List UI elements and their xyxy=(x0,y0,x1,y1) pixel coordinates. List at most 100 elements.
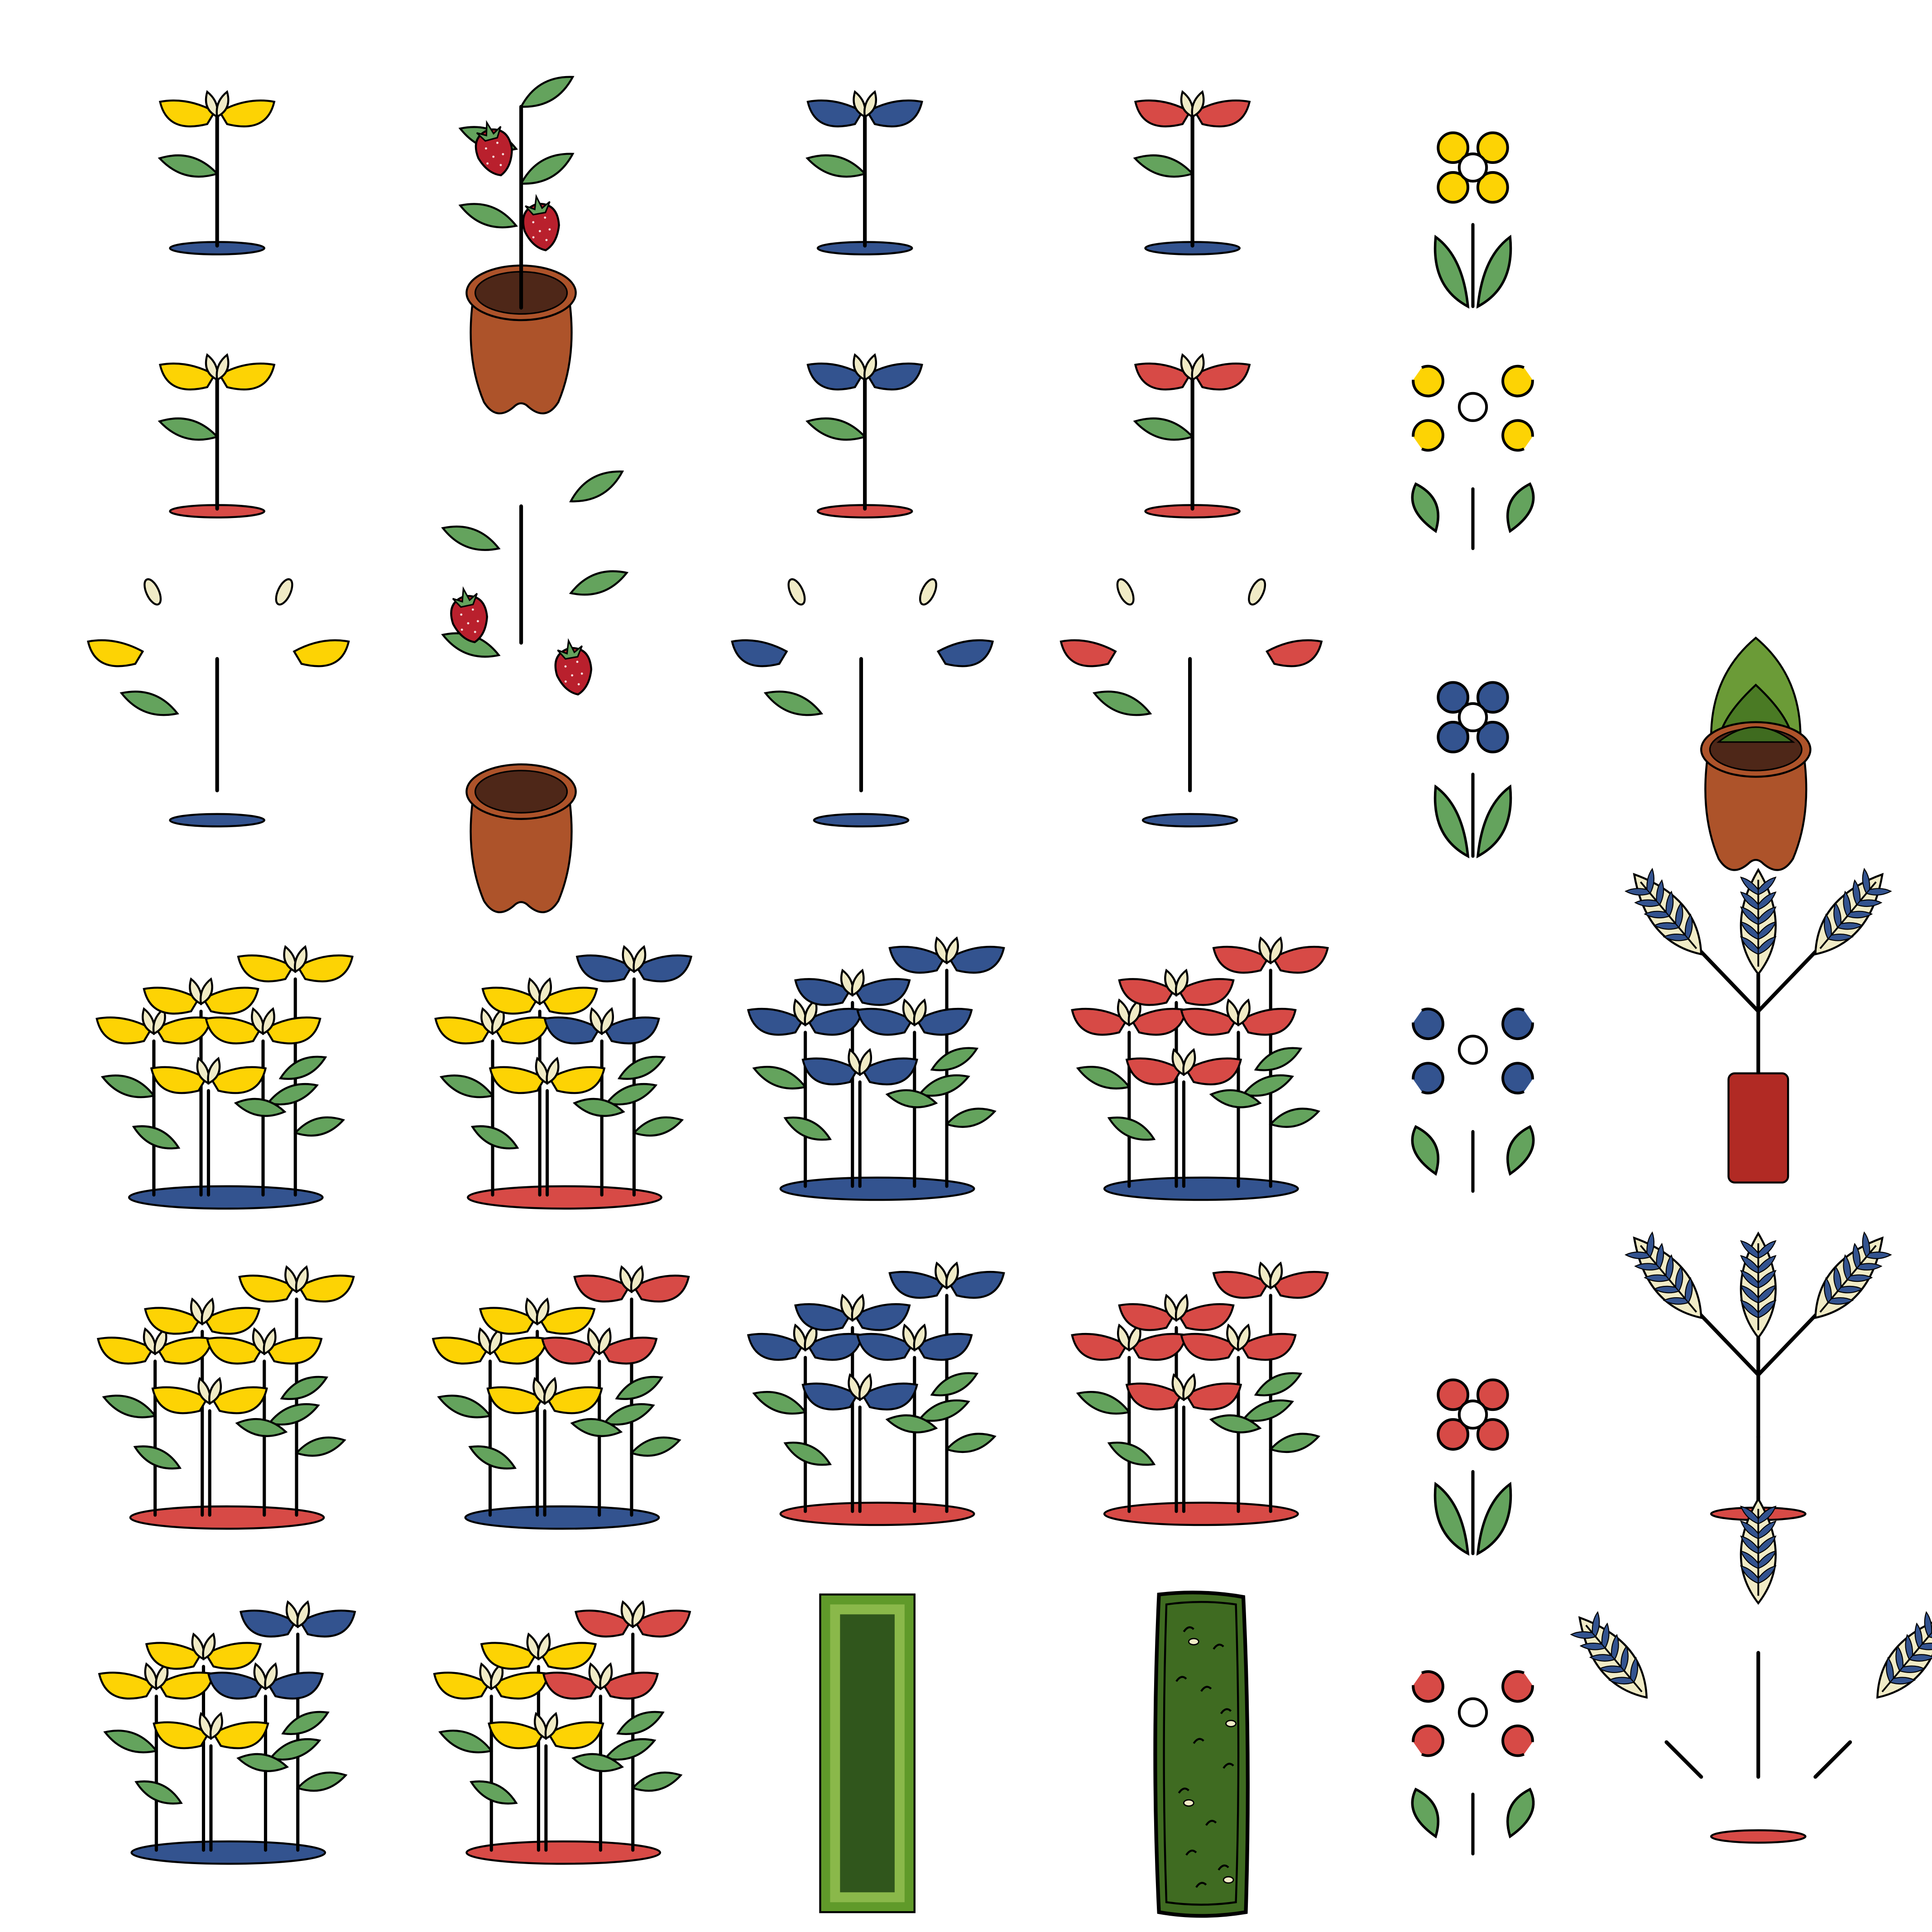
strawberry-seed xyxy=(496,141,499,144)
bud xyxy=(488,1711,604,1750)
leaf xyxy=(120,690,179,716)
petal xyxy=(538,1307,596,1335)
bud xyxy=(237,945,354,983)
petal-shape xyxy=(211,1386,268,1414)
leaf-shape xyxy=(1209,1414,1262,1433)
fern-vein xyxy=(1846,911,1873,919)
bud xyxy=(144,1297,261,1335)
petal-shape xyxy=(479,1307,537,1335)
fern-vein xyxy=(1862,1231,1870,1258)
petal xyxy=(1125,1382,1183,1411)
petal-shape xyxy=(794,1303,852,1331)
petal xyxy=(218,362,276,391)
fern-vein xyxy=(1918,1642,1932,1650)
petal xyxy=(1184,1057,1242,1086)
bud xyxy=(480,1632,597,1670)
base-disc xyxy=(466,1185,662,1210)
bud xyxy=(96,1327,214,1365)
sprite-daisy-blue-exploded xyxy=(1411,1007,1535,1193)
leaf xyxy=(805,417,867,441)
fern-leaf xyxy=(1625,1231,1702,1319)
petal xyxy=(539,1642,597,1670)
leaf-shape xyxy=(1254,1372,1303,1396)
fern-vein xyxy=(1886,1657,1894,1683)
fern-vein xyxy=(1758,1270,1777,1289)
leaf-shape xyxy=(617,1055,666,1080)
sprite-cluster-blue-on-blue xyxy=(747,936,1005,1201)
petal xyxy=(1071,1333,1128,1361)
stem xyxy=(1664,1740,1703,1779)
petal-shape xyxy=(916,1333,973,1361)
fern-vein xyxy=(1598,1665,1625,1673)
leaf-shape xyxy=(616,1711,665,1735)
bud-leaf xyxy=(208,1376,222,1405)
bud xyxy=(153,1711,269,1750)
petal xyxy=(801,1382,859,1411)
fern-vein xyxy=(1740,876,1759,896)
leaf-shape xyxy=(103,1730,158,1754)
petal-shape xyxy=(145,1642,203,1670)
fern-vein xyxy=(1630,1657,1638,1683)
sprite-daisy-red-exploded xyxy=(1411,1670,1535,1855)
fern-leaf xyxy=(1625,868,1702,956)
petal xyxy=(731,639,788,667)
fern-vein xyxy=(1758,1565,1777,1584)
sprite-strawberry-pot xyxy=(458,76,577,415)
sprite-daisy-yellow-exploded xyxy=(1411,364,1535,550)
leaf-shape xyxy=(1092,690,1152,716)
fern-vein xyxy=(1684,1277,1693,1304)
bud-leaf xyxy=(1116,578,1135,606)
leaf xyxy=(752,1066,807,1090)
fern-vein xyxy=(1653,1285,1680,1294)
petal xyxy=(486,1386,544,1414)
petal-shape xyxy=(1184,1382,1242,1411)
petal-shape xyxy=(431,1337,489,1365)
fern-vein xyxy=(1665,891,1674,917)
bud xyxy=(145,1632,262,1670)
bud xyxy=(888,1261,1005,1299)
leaf xyxy=(468,1445,517,1470)
petal xyxy=(145,1642,203,1670)
petal xyxy=(158,99,216,128)
leaf xyxy=(236,1753,289,1772)
petal-shape xyxy=(1194,99,1251,128)
bud xyxy=(151,1376,268,1414)
fern-vein xyxy=(1740,1535,1759,1554)
fern-vein xyxy=(1644,1274,1670,1282)
daisy-leaf xyxy=(1411,482,1440,533)
leaf xyxy=(1269,1433,1321,1453)
leaf xyxy=(293,1116,345,1137)
leaf xyxy=(917,1399,970,1422)
leaf xyxy=(280,1376,329,1400)
moss-inner-edge xyxy=(1163,1601,1240,1906)
leaf xyxy=(569,470,624,503)
petal xyxy=(1212,945,1270,974)
petal xyxy=(1177,978,1235,1006)
daisy-center xyxy=(1457,1400,1488,1430)
petal xyxy=(794,1303,852,1331)
daisy-petal xyxy=(1412,1062,1444,1095)
strawberry-seed xyxy=(545,239,548,241)
sprite-layer xyxy=(86,76,1932,1918)
leaf xyxy=(604,1738,657,1761)
petal xyxy=(603,1016,660,1045)
strawberry-body xyxy=(554,647,593,696)
moss-pebble xyxy=(1225,1720,1237,1727)
bud-leaf xyxy=(1191,353,1205,381)
base-disc xyxy=(465,1840,662,1865)
leaf-shape xyxy=(604,1738,657,1761)
leaf xyxy=(1242,1074,1294,1097)
petal-shape xyxy=(853,978,911,1006)
daisy-leaf xyxy=(1433,784,1470,858)
bud-leaf xyxy=(1175,968,1189,997)
leaf-shape xyxy=(930,1372,979,1396)
bud xyxy=(573,1265,690,1303)
daisy-petal xyxy=(1412,1007,1444,1040)
fern-vein xyxy=(1758,936,1777,955)
sprite-strawberry-pot-exploded xyxy=(441,470,629,913)
petal xyxy=(292,639,350,667)
petal xyxy=(866,99,923,128)
moss-block xyxy=(1153,1591,1250,1918)
leaf xyxy=(266,1083,319,1106)
petal xyxy=(153,1721,210,1750)
